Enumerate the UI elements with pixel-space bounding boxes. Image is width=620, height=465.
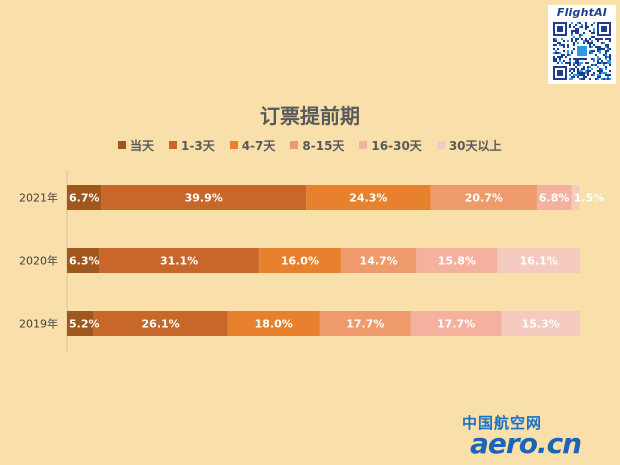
legend-label: 4-7天 — [241, 138, 276, 153]
bar-segment — [306, 185, 431, 210]
data-label: 15.8% — [438, 255, 476, 268]
legend-label: 8-15天 — [302, 138, 345, 153]
legend-label: 16-30天 — [371, 138, 422, 153]
category-label: 2020年 — [19, 254, 58, 268]
data-label: 24.3% — [349, 192, 387, 205]
bar-segment — [67, 185, 102, 210]
bar-segment — [501, 311, 580, 336]
bar-segment — [410, 311, 502, 336]
category-label: 2021年 — [19, 191, 58, 205]
data-label: 26.1% — [142, 318, 180, 331]
bar-segment — [99, 248, 259, 273]
bar-segment — [536, 185, 572, 210]
legend-item-16-30-days: 16-30天 — [359, 137, 422, 154]
legend-item-over-30-days: 30天以上 — [436, 137, 502, 154]
watermark-en-text: aero.cn — [470, 427, 582, 460]
bar-segment — [416, 248, 498, 273]
legend-swatch — [359, 141, 368, 149]
data-label: 17.7% — [437, 318, 475, 331]
bar-segment — [319, 311, 411, 336]
data-label: 6.8% — [539, 192, 570, 205]
chart-title: 订票提前期 — [260, 104, 360, 128]
data-label: 5.2% — [69, 318, 100, 331]
bar-segment — [340, 248, 417, 273]
data-label: 6.7% — [69, 192, 100, 205]
bar-segment — [67, 311, 94, 336]
bar-segment — [571, 185, 580, 210]
data-label: 18.0% — [255, 318, 293, 331]
data-label: 31.1% — [160, 255, 198, 268]
bar-segment — [101, 185, 307, 210]
data-label: 20.7% — [465, 192, 503, 205]
legend-item-4-7-days: 4-7天 — [229, 137, 276, 154]
brand-badge: FlightAI — [548, 5, 616, 84]
legend-swatch — [436, 141, 445, 149]
data-label: 1.5% — [574, 192, 605, 205]
data-label: 39.9% — [185, 192, 223, 205]
chart-legend: 当天 1-3天 4-7天 8-15天 16-30天 30天以上 — [118, 136, 517, 154]
legend-swatch — [169, 141, 178, 149]
bar-segment — [497, 248, 580, 273]
bar-segment — [67, 248, 100, 273]
bar-segment — [227, 311, 320, 336]
bar-segment — [430, 185, 537, 210]
legend-item-same-day: 当天 — [118, 137, 154, 154]
data-label: 16.0% — [281, 255, 319, 268]
data-label: 15.3% — [522, 318, 560, 331]
watermark-cn-text: 中国航空网 — [462, 414, 543, 432]
data-label: 17.7% — [346, 318, 384, 331]
legend-swatch — [290, 141, 299, 149]
data-label: 16.1% — [520, 255, 558, 268]
legend-label: 当天 — [130, 138, 155, 153]
legend-label: 30天以上 — [448, 138, 502, 153]
legend-swatch — [229, 141, 238, 149]
legend-item-8-15-days: 8-15天 — [290, 137, 344, 154]
data-label: 14.7% — [360, 255, 398, 268]
category-label: 2019年 — [19, 317, 58, 331]
aero-cn-watermark: 中国航空网 aero.cn — [462, 412, 612, 462]
bar-segment — [258, 248, 341, 273]
qr-code-icon — [553, 22, 611, 80]
legend-label: 1-3天 — [181, 138, 215, 153]
data-label: 6.3% — [69, 255, 100, 268]
legend-swatch — [118, 141, 126, 149]
bar-segment — [93, 311, 228, 336]
legend-item-1-3-days: 1-3天 — [169, 137, 215, 154]
brand-name: FlightAI — [556, 6, 608, 19]
